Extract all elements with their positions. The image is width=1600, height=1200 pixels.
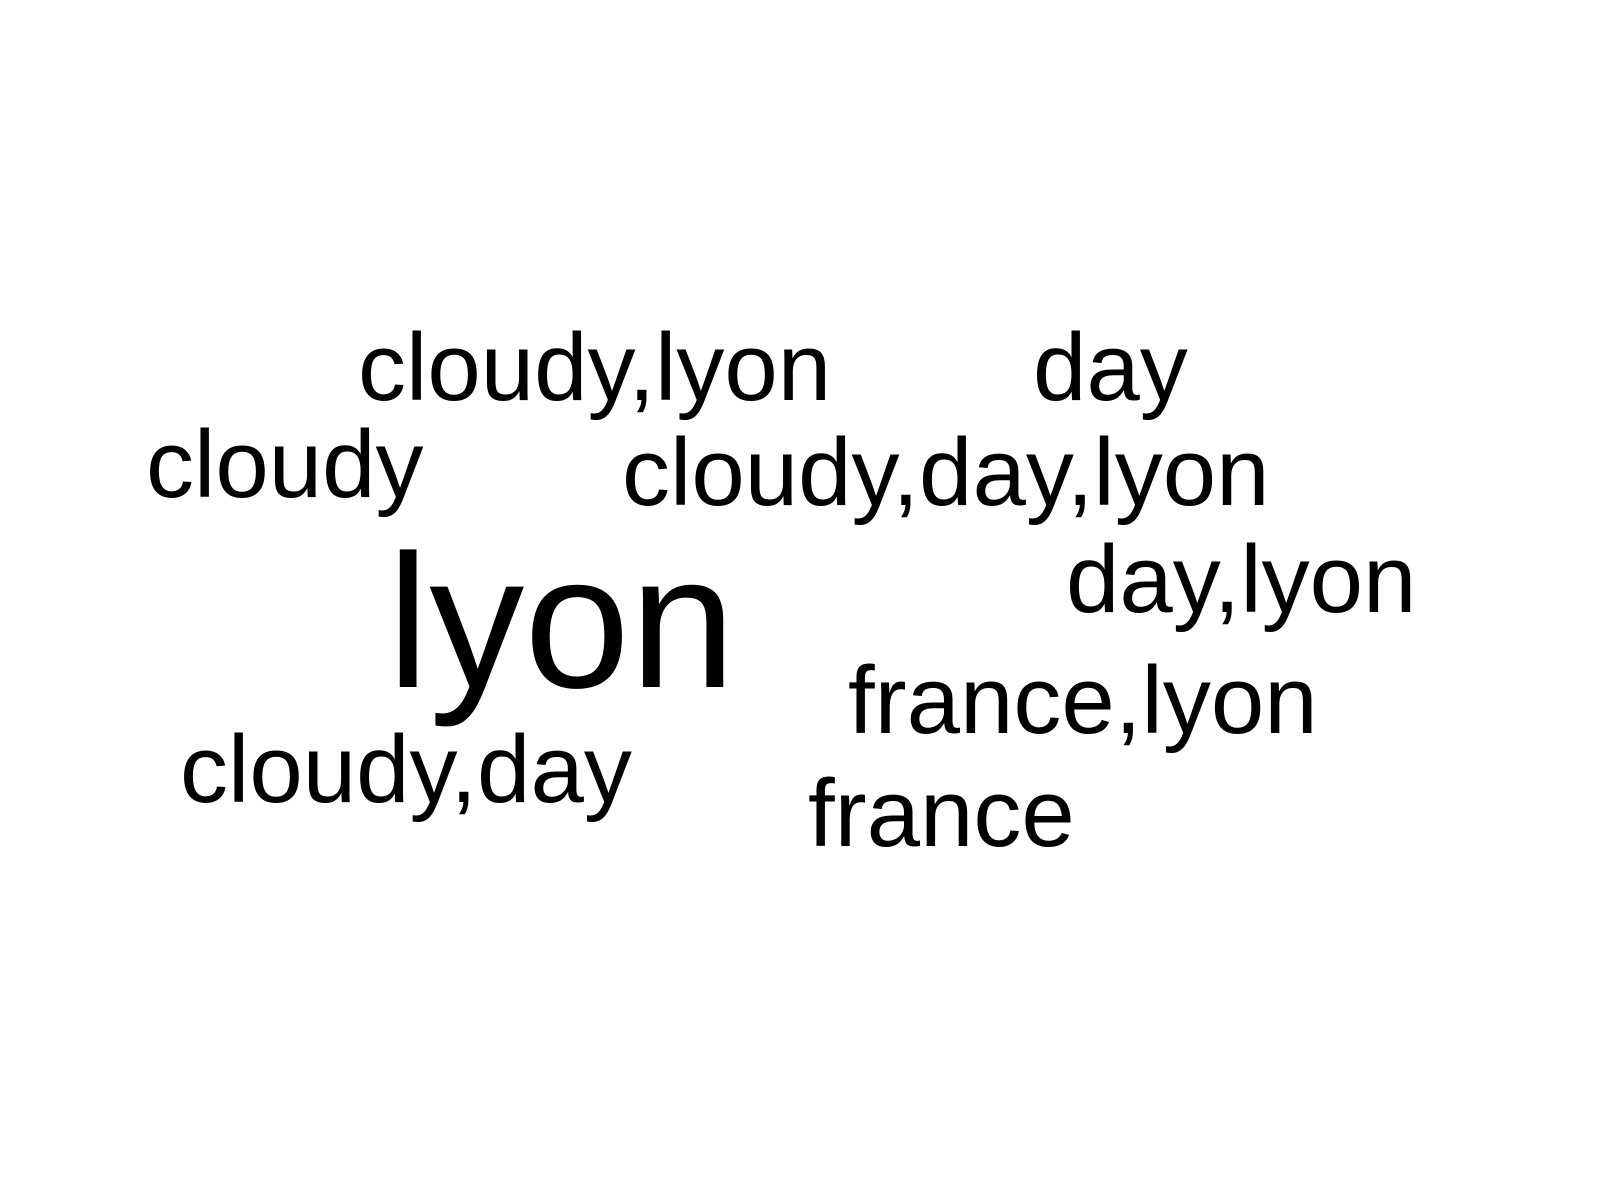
word-cloudy-lyon: cloudy,lyon — [358, 314, 832, 421]
word-day: day — [1033, 314, 1188, 421]
word-day-lyon: day,lyon — [1066, 526, 1417, 633]
word-cloudy: cloudy — [146, 411, 424, 518]
word-france-lyon: france,lyon — [848, 647, 1318, 754]
word-lyon: lyon — [387, 516, 736, 728]
word-cloudy-day: cloudy,day — [180, 716, 632, 823]
word-france: france — [808, 760, 1075, 867]
word-cloudy-day-lyon: cloudy,day,lyon — [622, 419, 1270, 526]
